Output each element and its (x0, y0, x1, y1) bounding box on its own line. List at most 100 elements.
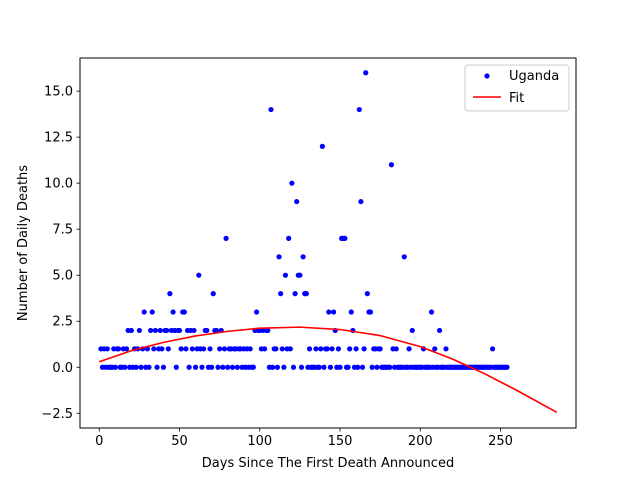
data-point-uganda (290, 364, 297, 370)
y-tick-label: 2.5 (52, 315, 73, 330)
data-point-uganda (281, 364, 287, 370)
data-point-uganda (154, 364, 160, 370)
data-point-uganda (157, 327, 163, 334)
data-point-uganda (122, 364, 128, 370)
data-point-uganda (292, 291, 298, 297)
data-point-uganda (146, 364, 152, 370)
data-point-uganda (176, 327, 183, 334)
data-point-uganda (229, 364, 236, 370)
data-point-uganda (173, 364, 179, 370)
data-point-uganda (331, 309, 337, 315)
data-point-uganda (401, 254, 407, 260)
data-point-uganda (409, 327, 415, 334)
y-tick-label: 7.5 (52, 223, 73, 238)
data-point-uganda (327, 364, 334, 370)
data-point-uganda (217, 346, 223, 352)
data-point-uganda (247, 346, 253, 352)
data-point-uganda (300, 254, 306, 260)
data-point-uganda (303, 291, 309, 297)
x-axis-label: Days Since The First Death Announced (202, 456, 454, 471)
data-point-uganda (443, 346, 449, 352)
data-point-uganda (369, 364, 375, 370)
data-point-uganda (276, 254, 282, 260)
data-point-uganda (270, 364, 276, 370)
data-point-uganda (374, 364, 380, 370)
data-point-uganda (138, 364, 144, 370)
data-point-uganda (210, 291, 216, 297)
data-point-uganda (112, 364, 118, 370)
data-point-uganda (149, 309, 155, 315)
y-tick-label: 10.0 (44, 177, 73, 192)
data-point-uganda (294, 198, 300, 205)
data-point-uganda (326, 309, 332, 315)
x-tick-label: 250 (488, 434, 513, 449)
data-point-uganda (324, 346, 330, 352)
data-point-uganda (406, 346, 412, 352)
axis-layer: 0 50 100 150 200 250 −2.5 0.0 2.5 5.0 7.5 10.0 12.5 1… (41, 85, 513, 449)
data-point-uganda (123, 346, 130, 352)
data-point-uganda (199, 364, 205, 370)
data-point-uganda (207, 346, 213, 352)
data-point-uganda (200, 346, 207, 352)
data-point-uganda (278, 291, 284, 297)
data-point-uganda (388, 162, 395, 168)
data-point-uganda (133, 364, 139, 370)
data-point-uganda (337, 364, 343, 370)
data-point-uganda (164, 327, 170, 334)
data-point-uganda (355, 364, 361, 370)
plot-area (80, 58, 576, 428)
data-point-uganda (170, 309, 176, 315)
x-tick-label: 100 (247, 434, 272, 449)
legend-label-fit: Fit (509, 91, 524, 106)
data-point-uganda (345, 364, 351, 370)
data-point-uganda (377, 346, 383, 352)
data-point-uganda (213, 327, 220, 334)
data-point-uganda (359, 364, 366, 370)
data-point-uganda (128, 327, 134, 334)
data-point-uganda (178, 346, 184, 352)
fit-line (98, 326, 558, 414)
data-point-uganda (356, 106, 362, 113)
data-point-uganda (189, 346, 195, 352)
y-tick-label: 0.0 (52, 361, 73, 376)
data-point-uganda (347, 346, 353, 352)
data-point-uganda (319, 143, 325, 149)
y-tick-label: −2.5 (41, 407, 73, 422)
data-point-uganda (387, 364, 393, 370)
data-point-uganda (186, 364, 192, 370)
data-point-uganda (234, 364, 240, 370)
data-point-uganda (192, 364, 199, 370)
data-point-uganda (297, 272, 303, 278)
data-point-uganda (261, 346, 268, 352)
data-point-uganda (489, 346, 496, 352)
data-point-uganda (141, 309, 147, 315)
data-point-uganda (265, 327, 271, 334)
data-point-uganda (104, 346, 110, 352)
data-point-uganda (335, 346, 342, 352)
data-point-uganda (432, 346, 438, 352)
legend-marker-uganda (484, 73, 490, 79)
data-point-uganda (393, 346, 399, 352)
data-point-uganda (115, 346, 122, 352)
data-point-uganda (321, 364, 327, 370)
x-tick-label: 0 (95, 434, 103, 449)
data-point-uganda (316, 364, 322, 370)
data-point-uganda (209, 364, 215, 370)
data-point-uganda (363, 70, 369, 76)
x-tick-label: 150 (328, 434, 353, 449)
data-point-uganda (436, 327, 443, 334)
y-tick-label: 12.5 (44, 131, 73, 146)
data-point-uganda (220, 364, 226, 370)
plot-frame (79, 57, 577, 429)
data-point-uganda (364, 291, 370, 297)
data-point-uganda (183, 346, 189, 352)
data-point-uganda (191, 327, 197, 334)
data-point-uganda (215, 364, 221, 370)
data-point-uganda (225, 364, 231, 370)
data-point-uganda (367, 309, 374, 315)
data-point-uganda (159, 346, 165, 352)
data-point-uganda (279, 346, 285, 352)
data-point-uganda (358, 198, 364, 205)
data-point-uganda (151, 346, 157, 352)
